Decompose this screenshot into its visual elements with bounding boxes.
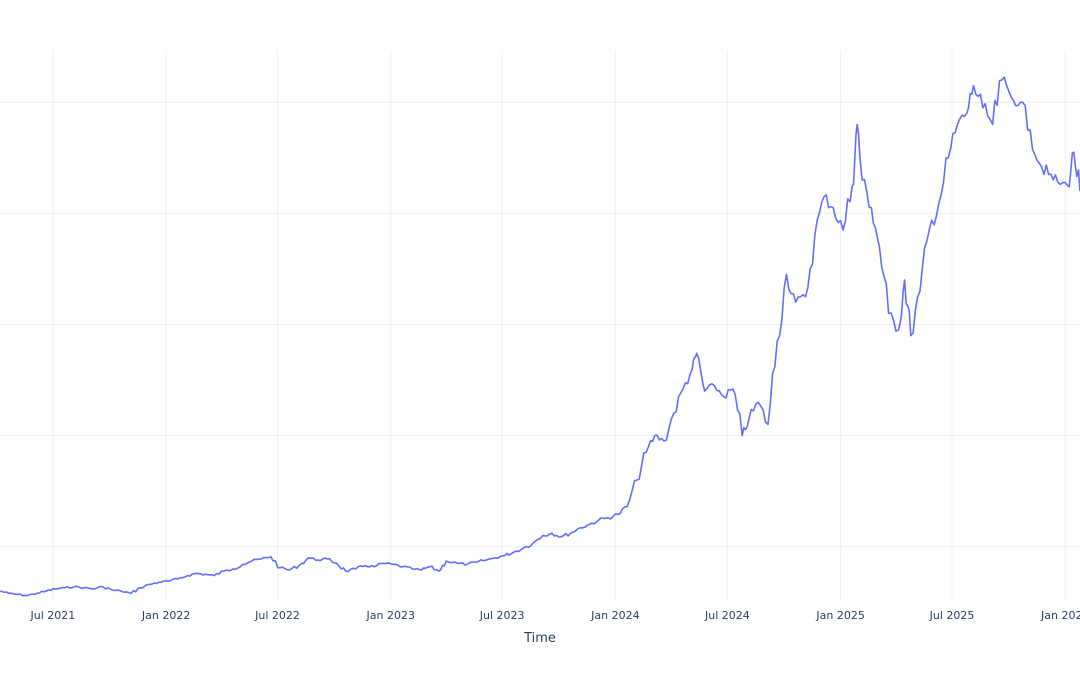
x-tick-label: Jan 2024 [590, 609, 639, 622]
x-tick-label: Jul 2023 [479, 609, 525, 622]
x-tick-label: Jul 2024 [704, 609, 750, 622]
x-tick-label: Jan 2022 [141, 609, 190, 622]
x-tick-label: Jul 2021 [30, 609, 76, 622]
x-tick-label: Jan 2026 [1040, 609, 1080, 622]
x-gridlines [52, 50, 1066, 600]
x-tick-label: Jul 2022 [254, 609, 300, 622]
x-tick-label: Jan 2025 [815, 609, 864, 622]
x-tick-label: Jul 2025 [929, 609, 975, 622]
x-tick-labels: Jul 2021 Jan 2022 Jul 2022 Jan 2023 Jul 2023… [30, 609, 1080, 622]
x-tick-label: Jan 2023 [366, 609, 415, 622]
series-line [0, 76, 1080, 597]
y-gridlines [0, 101, 1080, 548]
x-axis-title: Time [523, 631, 556, 646]
